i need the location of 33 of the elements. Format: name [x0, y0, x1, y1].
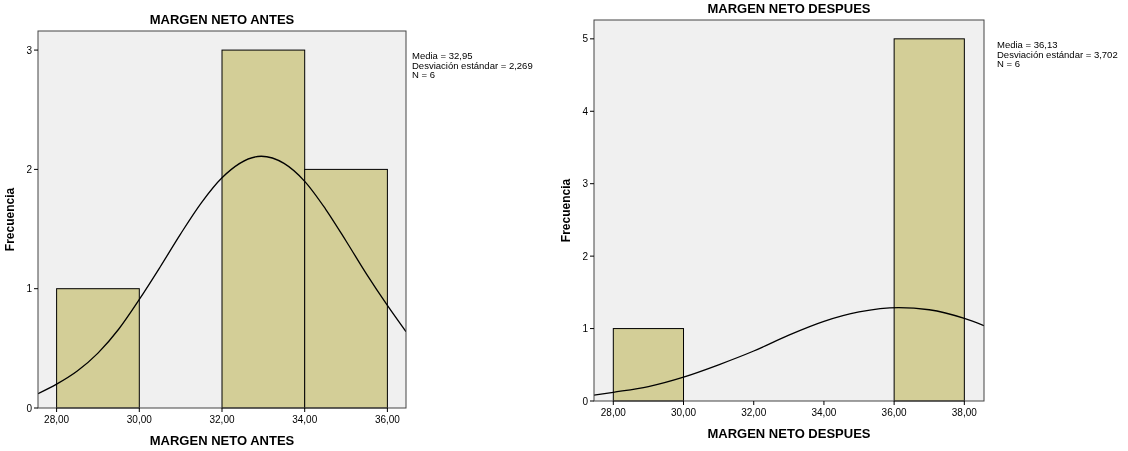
y-tick-label: 4 — [582, 105, 589, 117]
y-tick-label: 0 — [582, 395, 589, 407]
y-tick-label: 0 — [26, 402, 33, 414]
x-tick-label: 36,00 — [374, 414, 401, 425]
text: N = 6 — [997, 58, 1020, 69]
text: Media = 36,13 — [997, 39, 1058, 50]
x-tick-label: 38,00 — [951, 407, 978, 418]
x-tick-label: 28,00 — [600, 407, 627, 418]
x-tick-label: 36,00 — [881, 407, 908, 418]
x-tick-label: 32,00 — [209, 414, 235, 425]
y-axis-title: Frecuencia — [3, 187, 17, 252]
text: Desviación estándar = 2,269 — [412, 59, 533, 71]
y-tick-label: 1 — [582, 323, 589, 335]
text: Media = 32,95 — [412, 50, 473, 61]
text: N = 6 — [412, 69, 435, 80]
y-tick-label: 3 — [582, 178, 589, 190]
x-tick-label: 32,00 — [741, 407, 767, 418]
y-tick-label: 2 — [582, 250, 589, 262]
chart-title: MARGEN NETO DESPUES — [707, 1, 871, 16]
chart-title: MARGEN NETO ANTES — [149, 12, 295, 27]
x-tick-label: 30,00 — [671, 407, 697, 418]
y-tick-label: 2 — [26, 163, 33, 175]
x-axis-title: MARGEN NETO ANTES — [149, 433, 295, 448]
y-axis-title: Frecuencia — [559, 178, 573, 243]
x-tick-label: 34,00 — [811, 407, 837, 418]
x-tick-label: 34,00 — [292, 414, 318, 425]
x-tick-label: 28,00 — [44, 414, 70, 425]
x-axis-title: MARGEN NETO DESPUES — [707, 426, 871, 441]
text: Desviación estándar = 3,702 — [997, 48, 1118, 60]
y-tick-label: 1 — [26, 283, 33, 295]
y-tick-label: 3 — [26, 44, 33, 56]
x-tick-label: 30,00 — [126, 414, 153, 425]
y-tick-label: 5 — [582, 33, 589, 45]
